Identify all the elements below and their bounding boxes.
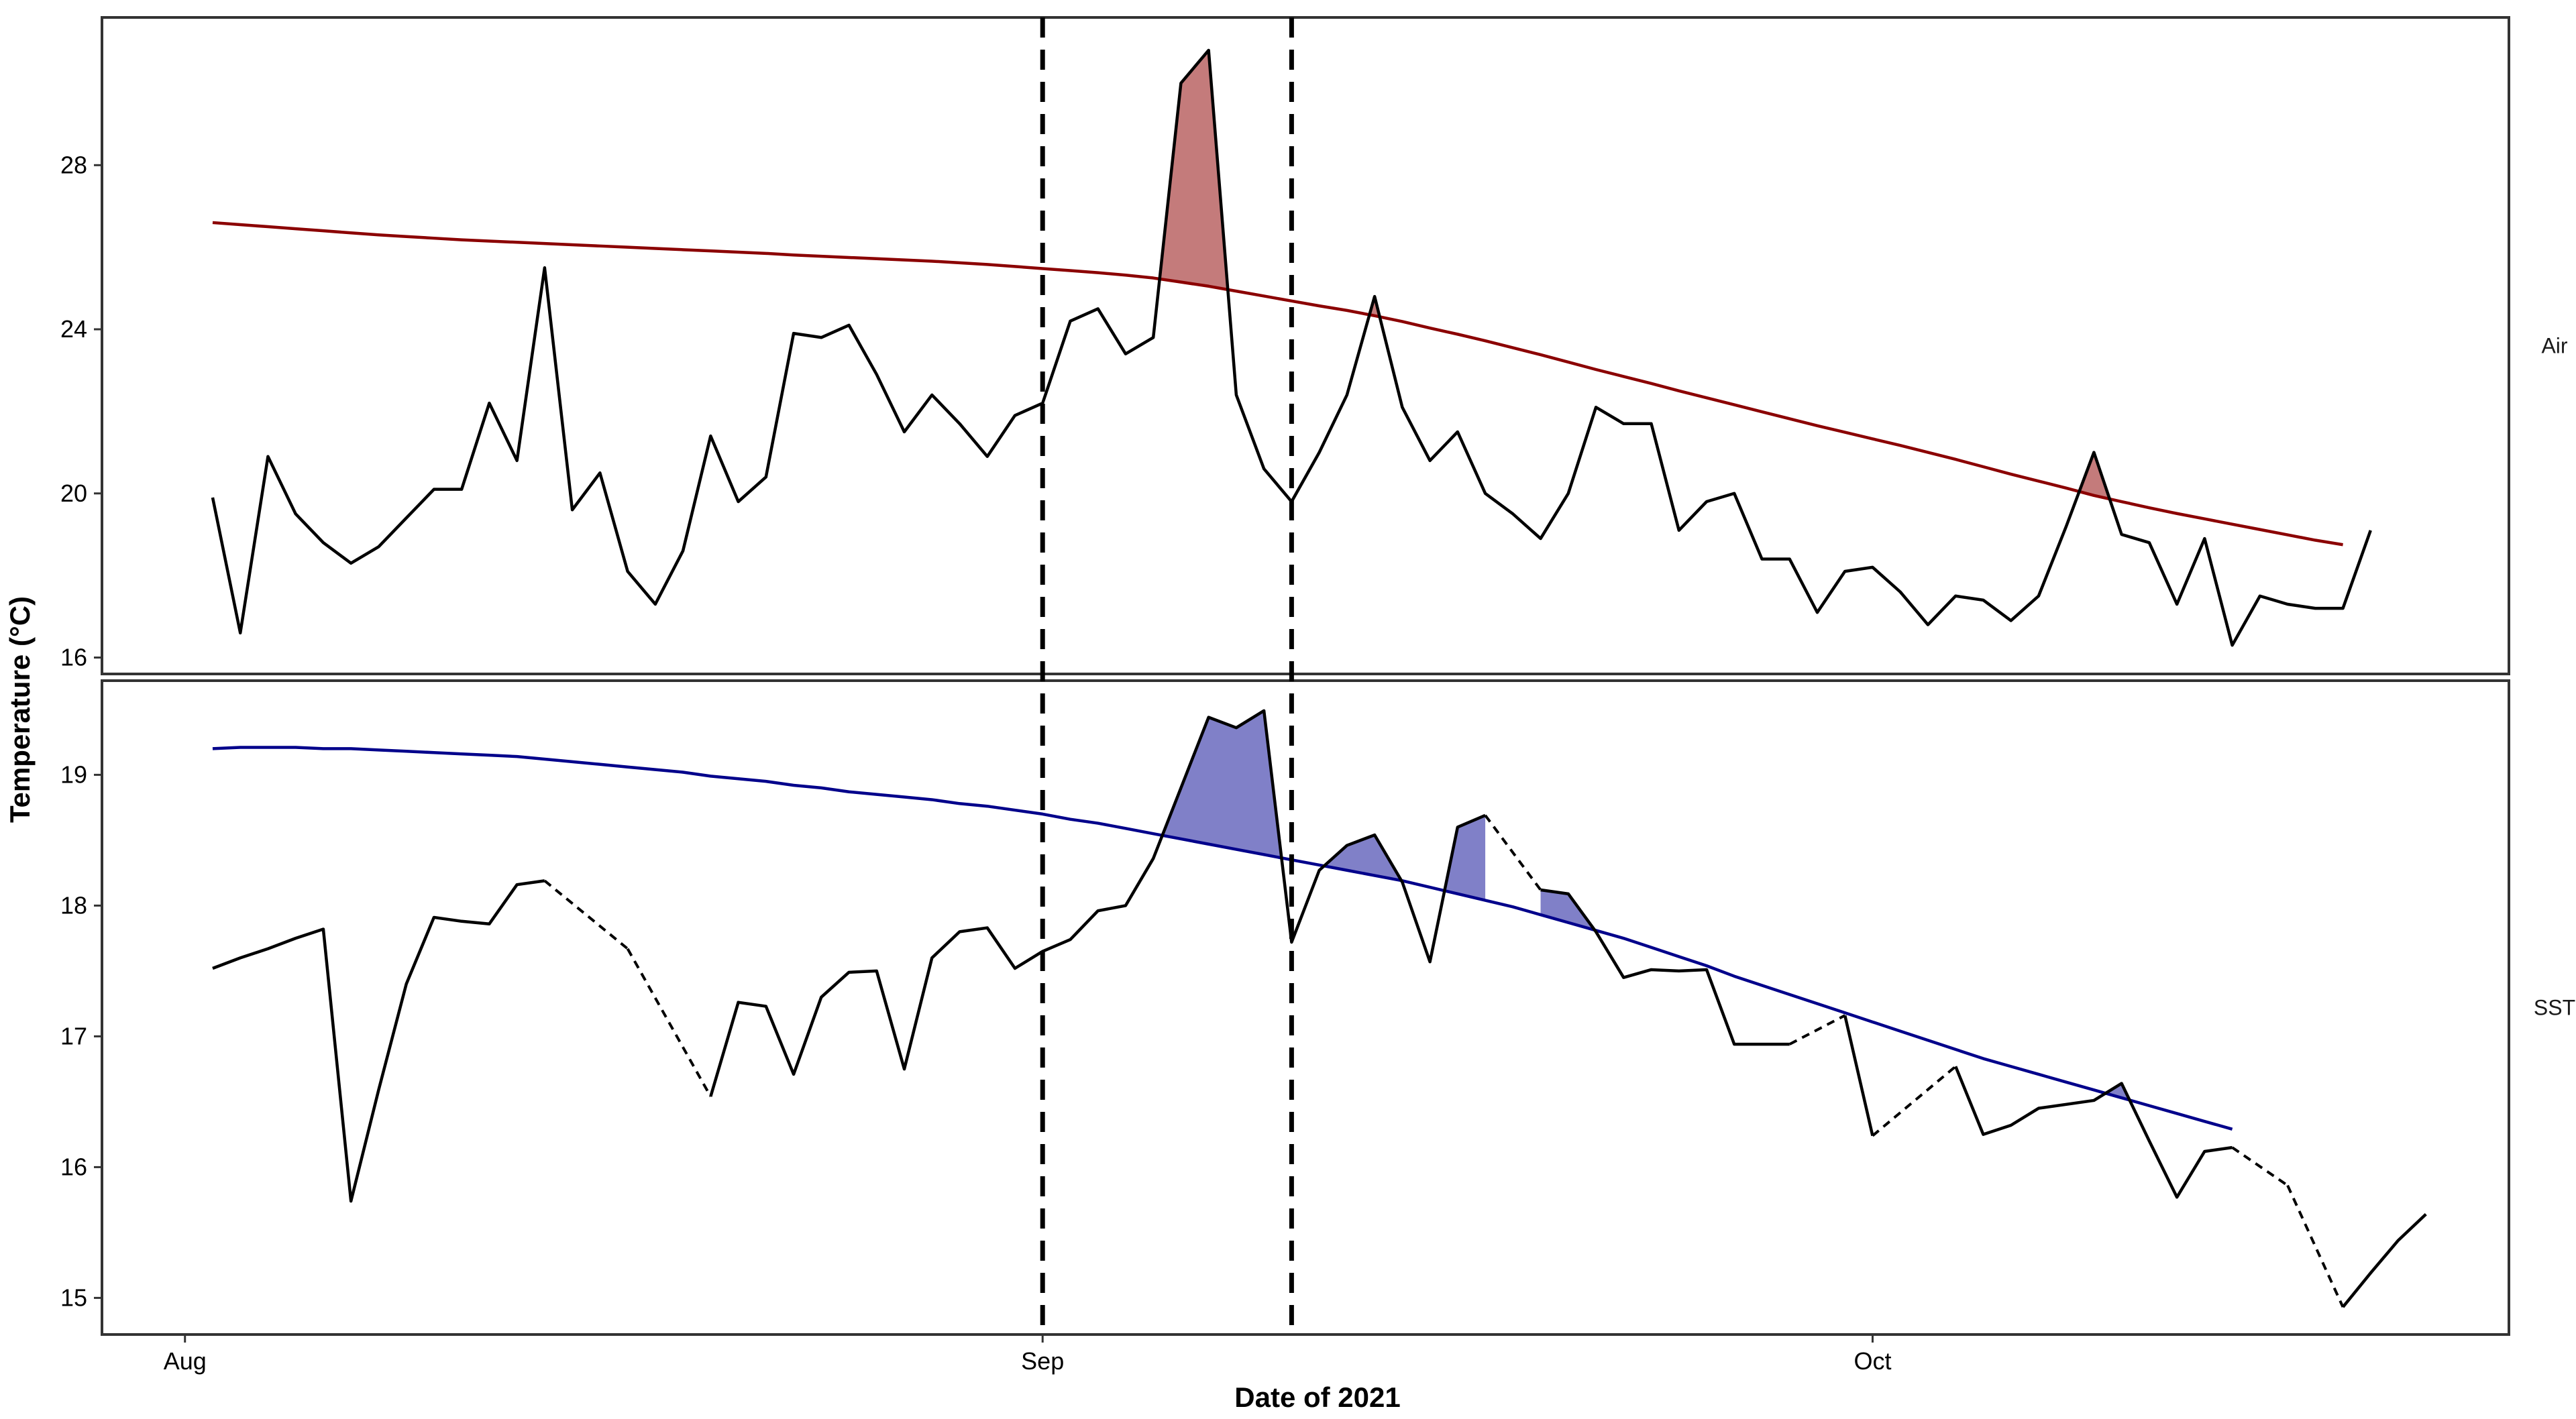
air-exceedance-fill [2079,452,2110,500]
x-tick-label: Sep [1021,1347,1064,1375]
sst-strip-label: SST [2534,996,2575,1020]
sst-exceedance-fill [1540,890,1595,930]
air-panel-border [101,16,2510,675]
sst-observed-gap [2286,1184,2345,1308]
sst-observed-line [709,709,1486,1097]
air-exceedance-fill [1159,50,1228,290]
air-threshold-line [212,221,2343,547]
air-strip-label: Air [2541,334,2567,358]
x-tick-label: Oct [1854,1347,1891,1375]
sst-y-tick-label: 16 [60,1153,87,1180]
sst-observed-gap [1872,1065,1957,1137]
air-y-tick-label: 28 [60,151,87,178]
sst-observed-gap [1484,814,1542,891]
sst-y-tick-label: 19 [60,760,87,788]
sst-observed-line [2341,1212,2427,1308]
sst-observed-line [1540,888,1790,1046]
panel-sst: 15 16 17 18 19 SST [60,679,2575,1336]
sst-y-tick-label: 17 [60,1022,87,1049]
x-axis: Aug Sep Oct [164,1335,1891,1375]
y-axis-title: Temperature (°C) [4,596,36,823]
sst-plot-area [212,709,2427,1308]
event-lines [1040,17,1294,1335]
sst-observed-gap [2231,1146,2289,1187]
sst-observed-gap [1788,1014,1846,1045]
air-y-tick-label: 16 [60,644,87,671]
sst-y-tick-label: 15 [60,1284,87,1311]
air-y-tick-label: 20 [60,479,87,507]
panel-air: 16 20 24 28 Air [60,16,2568,675]
sst-y-tick-label: 18 [60,891,87,919]
sst-exceedance-fill [2105,1083,2130,1100]
sst-observed-gap [626,948,712,1098]
sst-observed-line [1843,1015,1874,1137]
sst-observed-gap [543,879,629,950]
sst-exceedance-fill [1162,710,1282,858]
sst-observed-line [1954,1066,2233,1199]
sst-threshold-line [212,746,2233,1131]
x-tick-label: Aug [164,1347,207,1375]
sst-panel-border [101,679,2510,1336]
sst-exceedance-fill [1444,815,1486,901]
sst-observed-line [212,879,545,1203]
air-y-tick-label: 24 [60,315,87,343]
x-axis-title: Date of 2021 [1234,1381,1400,1413]
